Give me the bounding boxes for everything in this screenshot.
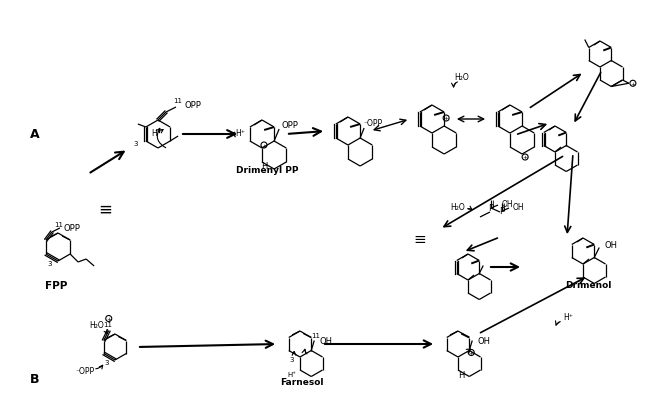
Text: OH: OH bbox=[319, 336, 332, 345]
Text: OH: OH bbox=[502, 200, 514, 209]
Text: OH: OH bbox=[513, 203, 524, 212]
Text: OH: OH bbox=[477, 336, 490, 345]
Text: OPP: OPP bbox=[281, 121, 298, 130]
Text: ⁻OPP: ⁻OPP bbox=[363, 118, 382, 127]
Text: H: H bbox=[261, 162, 267, 171]
Text: +: + bbox=[106, 316, 112, 321]
Text: H₂O: H₂O bbox=[455, 73, 470, 82]
Text: 11: 11 bbox=[173, 98, 182, 104]
Text: H⁺: H⁺ bbox=[235, 128, 245, 137]
Text: H⁺: H⁺ bbox=[287, 371, 297, 377]
Text: P: P bbox=[488, 204, 494, 213]
Text: +: + bbox=[469, 350, 474, 355]
Text: 11: 11 bbox=[54, 221, 63, 227]
Text: H: H bbox=[458, 371, 464, 380]
Text: 3: 3 bbox=[290, 356, 294, 362]
Text: 11: 11 bbox=[311, 333, 320, 339]
Text: 3: 3 bbox=[47, 261, 52, 266]
Text: H₂O: H₂O bbox=[90, 321, 104, 330]
Text: B: B bbox=[30, 373, 40, 386]
Text: +: + bbox=[444, 116, 449, 121]
Text: P: P bbox=[500, 207, 504, 216]
Text: OH: OH bbox=[605, 240, 617, 249]
Text: Farnesol: Farnesol bbox=[281, 378, 324, 387]
Text: OPP: OPP bbox=[184, 100, 201, 109]
Text: ≡: ≡ bbox=[413, 232, 426, 247]
Text: +: + bbox=[261, 143, 267, 148]
Text: ⁻OPP: ⁻OPP bbox=[75, 366, 95, 375]
Text: +: + bbox=[522, 155, 528, 160]
Text: H₂O: H₂O bbox=[451, 203, 466, 212]
Text: H⁺: H⁺ bbox=[151, 129, 161, 138]
Text: FPP: FPP bbox=[45, 280, 67, 290]
Text: Drimenyl PP: Drimenyl PP bbox=[236, 166, 298, 175]
Text: 3: 3 bbox=[105, 359, 110, 365]
Text: Drimenol: Drimenol bbox=[565, 281, 611, 290]
Text: ≡: ≡ bbox=[98, 200, 112, 218]
Text: H⁺: H⁺ bbox=[563, 313, 573, 322]
Text: A: A bbox=[30, 128, 40, 141]
Text: +: + bbox=[631, 81, 635, 87]
Text: OPP: OPP bbox=[64, 224, 81, 233]
Text: 11: 11 bbox=[104, 322, 112, 328]
Text: 3: 3 bbox=[134, 141, 138, 147]
